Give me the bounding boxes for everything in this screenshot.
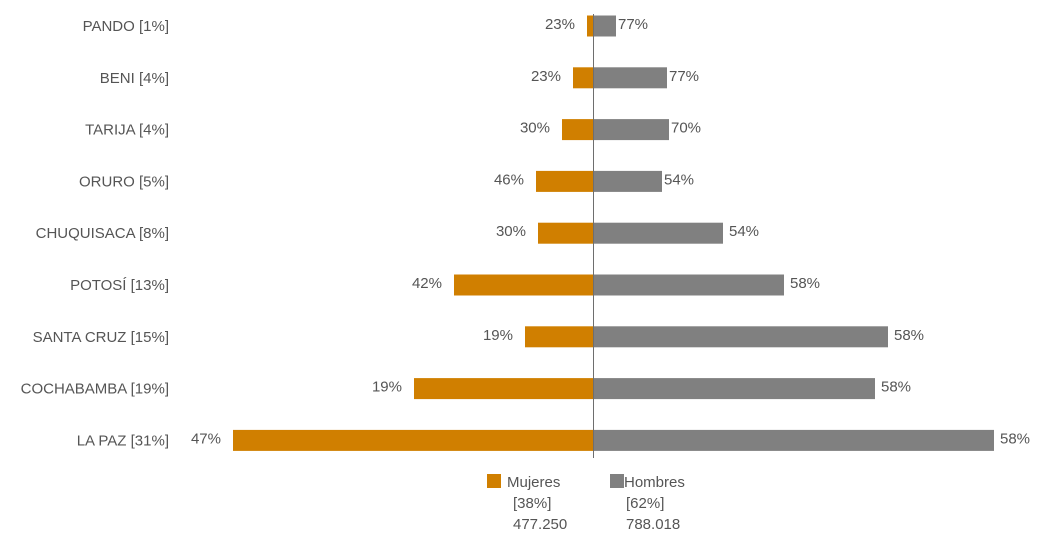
bar-mujeres-santa-cruz [525,326,593,348]
bar-mujeres-cochabamba [414,378,593,400]
bar-mujeres-pando [587,15,593,37]
bar-hombres-tarija [594,119,669,141]
category-label-oruro: ORURO [5%] [79,173,169,190]
value-label-mujeres-tarija: 30% [520,120,550,137]
value-label-mujeres-potos-: 42% [412,275,442,292]
category-label-pando: PANDO [1%] [83,18,169,35]
category-label-tarija: TARIJA [4%] [85,122,169,139]
value-label-mujeres-la-paz: 47% [191,430,221,447]
value-labels: 23% 77% 23% 77% 30% 70% 46% 54% 30% 54% 42% 58% 19% 5… [191,16,1030,447]
bar-hombres-la-paz [594,429,994,451]
value-label-hombres-cochabamba: 58% [881,379,911,396]
bar-hombres-oruro [594,170,662,192]
category-label-potos-: POTOSÍ [13%] [70,277,169,294]
bar-mujeres-chuquisaca [538,222,593,244]
bar-mujeres-potos- [454,274,593,296]
value-label-mujeres-cochabamba: 19% [372,379,402,396]
value-label-hombres-tarija: 70% [671,120,701,137]
value-label-hombres-pando: 77% [618,16,648,33]
value-label-hombres-beni: 77% [669,68,699,85]
value-label-hombres-santa-cruz: 58% [894,327,924,344]
bar-hombres-santa-cruz [594,326,888,348]
value-label-mujeres-oruro: 46% [494,171,524,188]
value-label-mujeres-chuquisaca: 30% [496,223,526,240]
value-label-mujeres-beni: 23% [531,68,561,85]
bar-mujeres-la-paz [233,429,593,451]
bar-hombres-pando [594,15,616,37]
bar-hombres-potos- [594,274,784,296]
bar-mujeres-tarija [562,119,593,141]
category-labels: PANDO [1%] BENI [4%] TARIJA [4%] ORURO [5%]… [21,18,169,449]
value-label-mujeres-santa-cruz: 19% [483,327,513,344]
category-label-la-paz: LA PAZ [31%] [77,432,169,449]
value-label-hombres-chuquisaca: 54% [729,223,759,240]
bar-hombres-beni [594,67,667,89]
category-label-beni: BENI [4%] [100,70,169,87]
value-label-hombres-potos-: 58% [790,275,820,292]
category-label-cochabamba: COCHABAMBA [19%] [21,381,169,398]
bar-mujeres-oruro [536,170,593,192]
category-label-santa-cruz: SANTA CRUZ [15%] [33,329,169,346]
value-label-hombres-oruro: 54% [664,171,694,188]
bar-hombres-cochabamba [594,378,875,400]
bar-hombres-chuquisaca [594,222,723,244]
bars-group [233,15,994,451]
category-label-chuquisaca: CHUQUISACA [8%] [36,225,169,242]
value-label-mujeres-pando: 23% [545,16,575,33]
value-label-hombres-la-paz: 58% [1000,430,1030,447]
bar-mujeres-beni [573,67,593,89]
